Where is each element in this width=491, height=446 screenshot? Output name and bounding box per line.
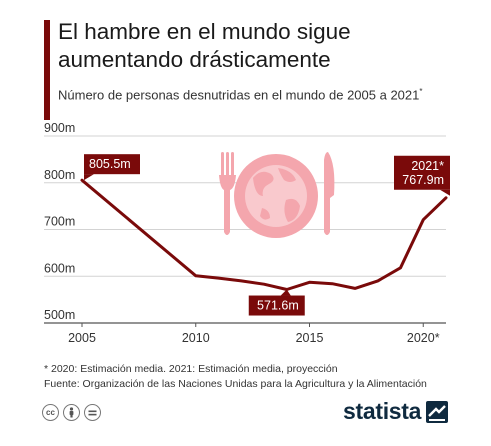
knife-icon [324,152,335,235]
data-label-box [394,155,450,190]
chart-title: El hambre en el mundo sigue aumentando d… [58,19,351,72]
x-tick-label: 2010 [182,331,210,345]
data-label-pointer [280,289,291,296]
data-label-box [84,154,140,175]
brand-logo[interactable]: statista [343,398,449,425]
y-tick-label: 500m [44,308,75,322]
subtitle-text: Número de personas desnutridas en el mun… [58,87,420,103]
data-label-text: 805.5m [89,157,131,171]
data-label-text: 767.9m [402,173,444,187]
equals-icon[interactable] [84,404,101,421]
chart-subtitle: Número de personas desnutridas en el mun… [58,83,458,103]
data-label-pointer [440,189,450,196]
statista-mark-icon [426,400,449,423]
footnote-estimate: * 2020: Estimación media. 2021: Estimaci… [44,363,338,375]
y-tick-label: 600m [44,261,75,275]
title-accent-bar [44,20,50,120]
data-label: 2021*767.9m [394,155,450,196]
plate-globe-icon [234,154,318,238]
data-label: 571.6m [248,289,305,316]
brand-name: statista [343,398,422,424]
y-tick-label: 700m [44,215,75,229]
series-line [80,178,448,291]
license-icons: cc [42,404,101,421]
data-label-text: 2021* [411,159,444,173]
y-tick-label: 900m [44,121,75,135]
data-label-box [248,295,305,316]
axis-labels: 500m 600m 700m 800m 900m 2005 2010 2015 2020* [44,121,440,345]
fork-icon [219,152,236,235]
annotations: 805.5m 571.6m 2021*767.9m [84,154,450,316]
source-line: Fuente: Organización de las Naciones Uni… [44,378,427,390]
x-tick-label: 2020* [407,331,440,345]
y-tick-label: 800m [44,168,75,182]
x-tick-label: 2005 [68,331,96,345]
data-label-pointer [84,174,94,181]
data-label: 805.5m [84,154,140,181]
subtitle-footnote-mark: * [419,87,423,96]
cc-icon[interactable]: cc [42,404,59,421]
series-layer [80,178,448,291]
person-icon[interactable] [63,404,80,421]
data-label-text: 571.6m [257,299,299,313]
footnotes: * 2020: Estimación media. 2021: Estimaci… [44,362,484,392]
plate-cutlery-illustration [219,152,335,238]
x-tick-label: 2015 [296,331,324,345]
